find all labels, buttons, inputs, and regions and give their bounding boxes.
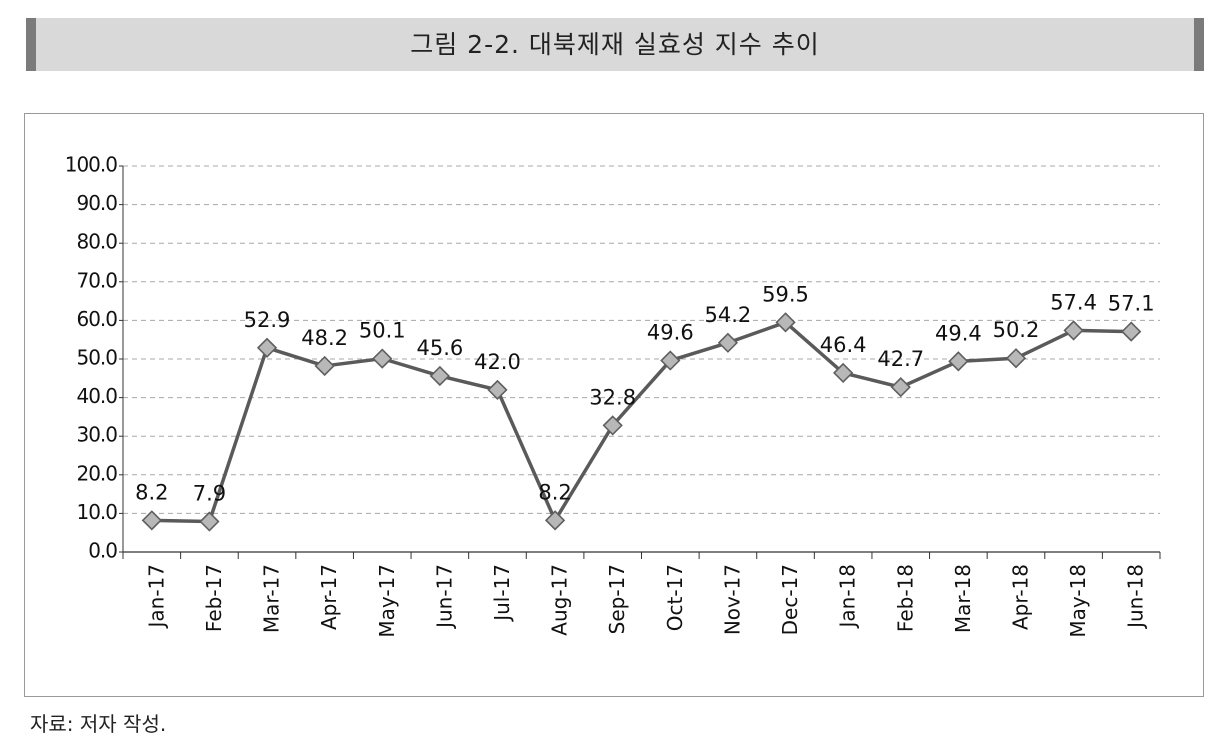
y-tick-label: 40.0 bbox=[76, 384, 117, 408]
y-tick-label: 90.0 bbox=[76, 191, 117, 215]
data-point-marker bbox=[890, 377, 911, 398]
data-label: 59.5 bbox=[762, 282, 809, 306]
title-bar-right-accent bbox=[1194, 18, 1204, 71]
data-label: 50.2 bbox=[993, 318, 1040, 342]
data-point-marker bbox=[544, 510, 566, 531]
y-tick-label: 80.0 bbox=[76, 230, 117, 254]
data-label: 32.8 bbox=[589, 385, 636, 409]
x-tick-label: Mar-18 bbox=[951, 564, 975, 633]
x-tick-label: Jan-18 bbox=[836, 564, 860, 630]
data-label: 50.1 bbox=[359, 319, 406, 343]
data-label: 57.1 bbox=[1108, 292, 1155, 316]
x-tick-label: May-18 bbox=[1066, 564, 1090, 638]
y-tick-label: 100.0 bbox=[65, 153, 118, 177]
x-tick-label: Jun-17 bbox=[432, 564, 456, 630]
x-tick-label: Aug-17 bbox=[548, 564, 572, 636]
data-point-marker bbox=[1005, 348, 1027, 369]
data-point-marker bbox=[1063, 320, 1084, 341]
data-label: 52.9 bbox=[244, 308, 291, 332]
data-label: 49.6 bbox=[647, 321, 694, 345]
y-tick-label: 30.0 bbox=[76, 423, 117, 447]
data-point-marker bbox=[314, 355, 335, 377]
x-tick-label: Feb-17 bbox=[202, 564, 226, 632]
data-point-marker bbox=[948, 351, 969, 372]
x-tick-label: Nov-17 bbox=[720, 564, 744, 635]
data-label: 57.4 bbox=[1050, 290, 1097, 314]
x-tick-label: Feb-18 bbox=[893, 564, 917, 632]
figure-title: 그림 2-2. 대북제재 실효성 지수 추이 bbox=[410, 30, 820, 59]
data-point-marker bbox=[717, 332, 739, 353]
data-point-marker bbox=[660, 350, 681, 371]
data-point-marker bbox=[602, 415, 623, 436]
data-point-marker bbox=[199, 511, 220, 532]
data-label: 8.2 bbox=[538, 480, 571, 504]
data-label: 49.4 bbox=[935, 321, 982, 345]
data-label: 42.7 bbox=[877, 347, 924, 371]
x-tick-label: Apr-18 bbox=[1008, 564, 1032, 630]
figure-title-bar: 그림 2-2. 대북제재 실효성 지수 추이 bbox=[26, 18, 1204, 71]
data-point-marker bbox=[141, 510, 162, 531]
y-tick-label: 70.0 bbox=[76, 268, 117, 292]
series-line bbox=[151, 320, 1132, 524]
data-label: 46.4 bbox=[820, 333, 867, 357]
data-point-marker bbox=[372, 348, 393, 369]
data-label: 45.6 bbox=[416, 336, 463, 360]
x-tick-label: Jul-17 bbox=[490, 564, 514, 623]
data-label: 48.2 bbox=[301, 326, 348, 350]
data-point-marker bbox=[833, 362, 854, 384]
data-label: 7.9 bbox=[193, 482, 226, 506]
x-tick-label: Mar-17 bbox=[260, 564, 284, 633]
x-tick-label: Dec-17 bbox=[778, 564, 802, 635]
x-tick-label: Jun-18 bbox=[1124, 564, 1148, 630]
x-tick-label: Jan-17 bbox=[144, 564, 168, 630]
source-note: 자료: 저자 작성. bbox=[30, 712, 167, 736]
data-label: 42.0 bbox=[474, 350, 521, 374]
x-tick-label: Oct-17 bbox=[663, 564, 687, 631]
data-point-marker bbox=[775, 312, 796, 333]
y-tick-label: 50.0 bbox=[76, 346, 117, 370]
data-label: 8.2 bbox=[135, 480, 168, 504]
data-point-marker bbox=[1121, 321, 1142, 342]
data-point-marker bbox=[487, 379, 508, 401]
title-bar-left-accent bbox=[26, 18, 36, 71]
y-tick-label: 0.0 bbox=[88, 539, 117, 563]
y-tick-label: 60.0 bbox=[76, 307, 117, 331]
data-point-marker bbox=[256, 337, 278, 358]
x-tick-label: May-17 bbox=[375, 564, 399, 638]
data-point-marker bbox=[429, 365, 450, 387]
x-tick-label: Sep-17 bbox=[605, 564, 629, 634]
data-label: 54.2 bbox=[705, 303, 752, 327]
chart-frame bbox=[24, 113, 1204, 697]
y-tick-label: 20.0 bbox=[76, 461, 117, 485]
x-tick-label: Apr-17 bbox=[317, 564, 341, 630]
y-tick-label: 10.0 bbox=[76, 500, 117, 524]
